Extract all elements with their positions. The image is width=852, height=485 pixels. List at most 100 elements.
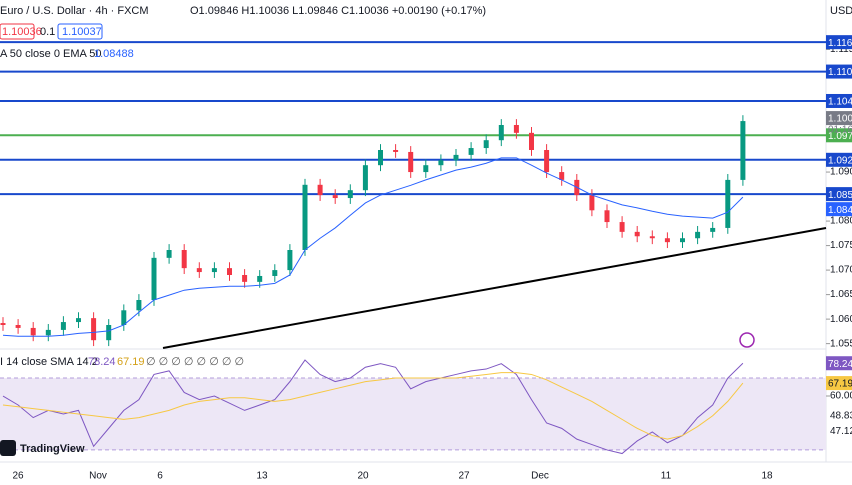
price-tag-label: 1.104 (828, 97, 852, 108)
trend-line (162, 227, 827, 349)
price-tag-label: 1.097 (828, 131, 852, 142)
candle-body (181, 250, 187, 269)
y-tick-label: 60.00 (830, 391, 852, 402)
y-tick-label: 1.1150 (830, 44, 852, 55)
x-tick-label: 20 (357, 471, 369, 482)
ema-legend: A 50 close 0 EMA 50 (0, 48, 102, 60)
currency: USD (830, 5, 852, 17)
candle-body (529, 132, 534, 150)
price-tag-label: 1.092 (828, 155, 852, 166)
candle-body (242, 275, 248, 282)
candle-body (468, 148, 474, 155)
x-tick-label: 26 (12, 471, 24, 482)
price-tag (826, 128, 852, 143)
rsi-line (2, 372, 744, 440)
candle-body (257, 275, 263, 282)
candle-body (332, 195, 338, 199)
countdown: 01:16 (828, 125, 852, 136)
x-tick-label: 11 (661, 471, 672, 482)
rsi-legend: I 14 close SMA 14 2 (0, 356, 98, 368)
sell-box[interactable] (0, 23, 35, 40)
buy-price[interactable]: 1.10037 (62, 26, 102, 38)
candle-body (91, 318, 97, 341)
rsi-band (0, 378, 826, 450)
logo: TradingView (0, 440, 85, 456)
candle-body (423, 165, 429, 173)
x-tick-label: 27 (458, 471, 470, 482)
candle-body (166, 250, 172, 258)
candle-body (498, 125, 504, 141)
candle-body (740, 121, 746, 180)
price-tag (826, 35, 852, 50)
price-tag-label: 1.085 (828, 190, 852, 201)
candle-body (544, 150, 550, 173)
candle-body (378, 150, 383, 166)
candle-body (151, 257, 157, 300)
sma-legend-value: 67.19 (117, 356, 145, 368)
candle-body (0, 323, 6, 325)
x-tick-label: 18 (761, 471, 773, 482)
candle-body (680, 238, 685, 243)
rsi-legend-value: 78.24 (88, 356, 116, 368)
buy-box[interactable] (57, 23, 103, 40)
candle-body (483, 140, 489, 149)
ema-legend-value: 1.08488 (94, 48, 134, 60)
candle-body (227, 268, 232, 275)
y-tick-label: 1.0700 (830, 265, 852, 276)
candle-body (589, 195, 595, 211)
price-tag-label: 1.116 (828, 38, 852, 49)
price-tag-label: 67.19 (828, 379, 852, 390)
x-tick-label: Nov (89, 471, 107, 482)
candle-body (513, 125, 519, 133)
price-tag-label: 1.100 (828, 114, 852, 125)
candle-body (121, 310, 127, 325)
price-tag (826, 64, 852, 79)
candle-body (725, 179, 731, 228)
y-tick-label: 1.0650 (830, 289, 852, 300)
y-tick-label: 1.0800 (830, 216, 852, 227)
y-tick-label: 1.0900 (830, 167, 852, 178)
sell-price[interactable]: 1.10036 (2, 26, 42, 38)
rsi-line (2, 359, 744, 455)
na-marks: ∅ ∅ ∅ ∅ ∅ ∅ ∅ ∅ (146, 356, 244, 368)
y-tick-label: 1.0550 (830, 338, 852, 349)
candle-body (695, 231, 701, 239)
spread: 0.1 (40, 26, 55, 38)
price-tag (826, 111, 852, 126)
candle-body (393, 150, 399, 152)
candle-body (287, 250, 293, 271)
candle-body (664, 238, 670, 243)
candle-body (619, 222, 625, 232)
alert-icon[interactable] (739, 332, 755, 348)
candle-body (347, 190, 353, 199)
axis-value-label: 48.83 (830, 411, 852, 422)
price-tag-label: 78.24 (828, 359, 852, 370)
candle-body (559, 172, 565, 180)
price-tag (826, 187, 852, 202)
x-tick-label: Dec (531, 471, 549, 482)
candle-body (76, 318, 81, 323)
candle-body (362, 165, 368, 191)
price-axis-bg (826, 0, 852, 485)
ohlc: O1.09846 H1.10036 L1.09846 C1.10036 +0.0… (190, 5, 486, 17)
y-tick-label: 1.0750 (830, 240, 852, 251)
plot (0, 41, 826, 455)
candle-body (649, 236, 655, 239)
candle-body (15, 325, 21, 328)
price-tag (826, 356, 852, 371)
candle-body (453, 154, 459, 161)
candle-body (211, 268, 217, 273)
x-tick-label: 6 (157, 471, 163, 482)
candle-body (317, 184, 323, 196)
candle-body (634, 231, 640, 237)
price-tag (826, 152, 852, 167)
price-tag (826, 202, 852, 217)
y-tick-label: 1.0600 (830, 314, 852, 325)
ema-line (2, 157, 744, 337)
candle-body (30, 327, 36, 336)
price-tag-label: 1.110 (828, 67, 852, 78)
candle-body (45, 329, 51, 336)
symbol: Euro / U.S. Dollar · 4h · FXCM (0, 5, 149, 17)
price-tag (826, 93, 852, 108)
